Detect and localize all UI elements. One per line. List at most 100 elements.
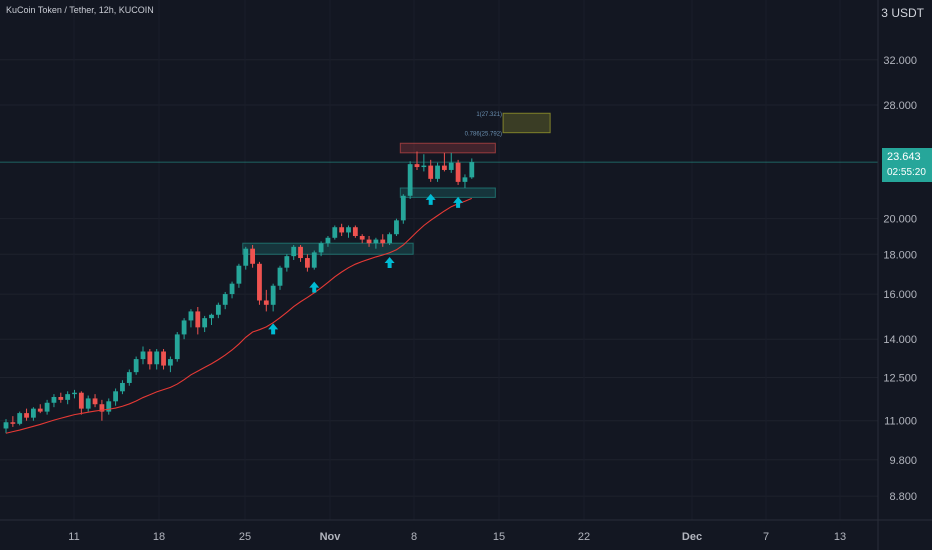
candle-body [99, 404, 105, 412]
candle-body [455, 162, 461, 182]
candle-body [318, 243, 324, 253]
candle-body [181, 320, 187, 335]
candle-body [270, 285, 276, 305]
candle-body [17, 413, 23, 424]
support-zone [399, 187, 496, 198]
candle-body [284, 256, 290, 268]
unit-label: USDT [891, 6, 924, 20]
candle-body [78, 392, 84, 409]
candle-body [339, 227, 345, 233]
up-arrow-icon [384, 257, 395, 269]
x-tick-label: 25 [239, 531, 251, 543]
y-tick-label: 12.500 [883, 373, 917, 385]
candle-body [168, 359, 173, 366]
candle-body [380, 239, 386, 244]
candle-body [154, 351, 160, 365]
candle-body [126, 372, 132, 383]
candles-layer [3, 151, 475, 434]
up-arrow-icon [309, 281, 320, 293]
candle-body [72, 392, 77, 395]
candle-body [147, 351, 153, 365]
up-arrow-icon [425, 193, 436, 205]
x-tick-label: 11 [68, 531, 79, 543]
candle-body [188, 311, 194, 321]
price-unit: 3 USDT [881, 6, 924, 20]
chart-title: KuCoin Token / Tether, 12h, KUCOIN [6, 5, 154, 15]
candle-body [366, 239, 372, 244]
grid-lines [0, 59, 878, 497]
last-price-value: 23.643 [887, 151, 921, 163]
candle-body [311, 252, 317, 268]
candle-body [332, 227, 338, 238]
x-tick-label: 7 [763, 531, 769, 543]
candle-body [120, 382, 125, 392]
bar-countdown: 02:55:20 [887, 167, 926, 178]
candle-body [435, 165, 440, 179]
zones-layer: 1(27.321) 0.786(25.792) [242, 112, 551, 255]
candle-body [229, 283, 235, 295]
candle-body [195, 311, 201, 328]
candle-body [24, 413, 29, 418]
candle-body [106, 401, 112, 412]
x-tick-label: Dec [682, 531, 702, 543]
candle-body [394, 220, 399, 235]
y-tick-label: 9.800 [889, 455, 917, 467]
arrows-layer [268, 193, 464, 335]
candle-body [202, 318, 208, 328]
candle-body [215, 304, 221, 315]
candle-body [414, 164, 420, 168]
candle-body [373, 239, 379, 244]
candle-body [51, 396, 57, 403]
candle-body [31, 408, 36, 418]
candle-body [161, 351, 166, 366]
candle-body [298, 246, 303, 259]
candle-body [92, 398, 98, 405]
candle-body [65, 394, 71, 400]
fib-level-label: 1(27.321) [476, 112, 502, 118]
candle-body [174, 334, 180, 360]
candle-body [305, 258, 310, 268]
x-tick-label: 22 [578, 531, 590, 543]
y-tick-label: 14.000 [883, 334, 917, 346]
x-tick-label: 8 [411, 531, 417, 543]
y-tick-label: 11.000 [884, 416, 917, 428]
candle-body [325, 237, 331, 244]
candle-body [209, 314, 214, 319]
candle-body [263, 300, 269, 305]
resistance-zone [399, 142, 496, 154]
candle-body [428, 165, 434, 179]
candle-body [250, 248, 255, 264]
candle-body [352, 227, 358, 236]
candle-body [277, 267, 283, 286]
candle-body [462, 177, 468, 182]
candle-body [44, 402, 50, 412]
candle-body [133, 359, 139, 373]
candle-body [442, 165, 447, 170]
x-tick-label: 13 [834, 531, 846, 543]
candle-body [222, 294, 228, 305]
target-zone [502, 112, 551, 134]
y-tick-label: 18.000 [883, 249, 917, 261]
up-arrow-icon [268, 323, 279, 335]
fib-level-label: 0.786(25.792) [465, 132, 502, 138]
candle-body [236, 265, 242, 284]
candle-body [113, 391, 118, 402]
y-tick-label: 20.000 [883, 214, 917, 226]
candle-body [58, 396, 64, 400]
candle-body [10, 422, 16, 424]
candle-body [448, 162, 454, 170]
candle-body [421, 165, 427, 168]
candle-body [469, 162, 475, 178]
candle-body [400, 195, 406, 221]
y-tick-label: 32.000 [883, 55, 917, 67]
candle-body [243, 248, 249, 266]
candle-body [3, 422, 9, 429]
last-price-tag: 23.643 02:55:20 [882, 148, 932, 182]
candle-body [140, 351, 146, 360]
candle-body [359, 235, 365, 240]
x-tick-label: 15 [493, 531, 505, 543]
x-tick-label: 18 [153, 531, 165, 543]
candle-body [387, 234, 392, 244]
